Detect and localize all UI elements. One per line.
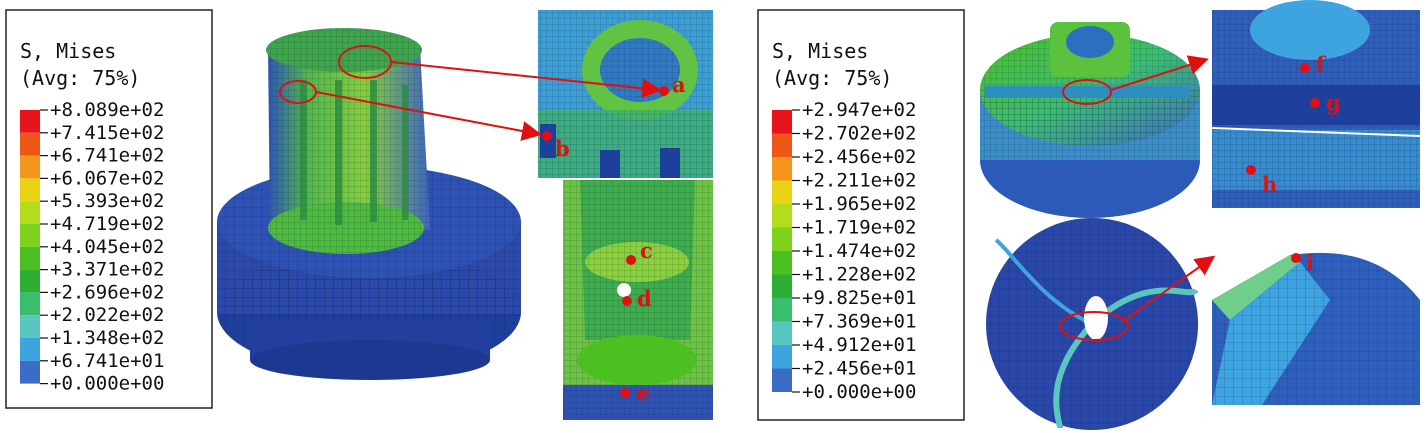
left-tick-label: +3.371e+02: [50, 259, 164, 281]
point-a-label: a: [672, 72, 686, 97]
right-legend: S, Mises (Avg: 75%) +2.947e+02+2.702e+02…: [757, 9, 965, 421]
right-zoom-bottom: [1212, 235, 1420, 405]
right-zoom-ellipse-bottom: [1059, 311, 1129, 341]
right-colorbar-segment: [772, 110, 792, 134]
right-zoom-top: [1211, 0, 1421, 208]
left-tick-label: +4.719e+02: [50, 213, 164, 235]
right-tick-label: +2.456e+02: [802, 146, 916, 168]
point-h-label: h: [1262, 172, 1277, 197]
arrow-to-point-a: [390, 61, 662, 99]
right-point-markers: f g h i: [1246, 52, 1341, 275]
left-tick-label: +5.393e+02: [50, 190, 164, 212]
right-bottom-model: [986, 218, 1199, 430]
point-b-dot: [542, 131, 552, 141]
left-main-model: [217, 28, 521, 380]
right-legend-title-line1: S, Mises: [772, 39, 868, 63]
right-colorbar-segment: [772, 321, 792, 345]
right-top-model: [980, 22, 1200, 218]
left-legend: S, Mises (Avg: 75%) +8.089e+02+7.415e+02…: [5, 9, 213, 409]
left-tick-label: +7.415e+02: [50, 122, 164, 144]
point-c-dot: [626, 255, 636, 265]
right-tick-label: +2.947e+02: [802, 99, 916, 121]
right-colorbar: [772, 110, 792, 392]
left-tick-label: +4.045e+02: [50, 236, 164, 258]
left-colorbar: [20, 110, 40, 384]
right-tick-label: +2.702e+02: [802, 123, 916, 145]
left-colorbar-segment: [20, 269, 40, 293]
right-tick-label: +2.211e+02: [802, 170, 916, 192]
right-tick-label: +1.965e+02: [802, 193, 916, 215]
left-colorbar-segment: [20, 155, 40, 179]
point-h-dot: [1246, 165, 1256, 175]
point-d-dot: [622, 296, 632, 306]
point-g-label: g: [1326, 90, 1341, 115]
right-tick-label: +1.719e+02: [802, 217, 916, 239]
right-legend-title-line2: (Avg: 75%): [772, 66, 892, 90]
right-tick-label: +1.228e+02: [802, 264, 916, 286]
right-tick-label: +1.474e+02: [802, 240, 916, 262]
point-i-label: i: [1306, 250, 1314, 275]
arrow-to-zoom-bottom: [1121, 255, 1216, 323]
left-colorbar-segment: [20, 338, 40, 361]
left-colorbar-segment: [20, 292, 40, 316]
left-colorbar-segment: [20, 360, 40, 384]
left-colorbar-segment: [20, 246, 40, 270]
right-zoom-ellipse-top: [1062, 79, 1112, 105]
point-c-label: c: [640, 238, 653, 263]
left-tick-label: +2.022e+02: [50, 304, 164, 326]
left-tick-label: +6.741e+01: [50, 350, 164, 372]
right-tick-label: +0.000e+00: [802, 381, 916, 403]
point-f-label: f: [1316, 52, 1327, 77]
left-point-markers: a b c d e: [542, 72, 686, 405]
left-colorbar-segment: [20, 201, 40, 224]
right-colorbar-segment: [772, 133, 792, 157]
left-colorbar-segment: [20, 110, 40, 133]
left-legend-title-line2: (Avg: 75%): [20, 66, 140, 90]
right-colorbar-segment: [772, 251, 792, 275]
left-legend-title-line1: S, Mises: [20, 39, 116, 63]
right-tick-label: +4.912e+01: [802, 334, 916, 356]
left-colorbar-segment: [20, 178, 40, 202]
arrow-to-point-b: [315, 91, 542, 141]
left-legend-frame: [5, 9, 213, 409]
right-colorbar-segment: [772, 227, 792, 251]
point-g-dot: [1310, 98, 1320, 108]
arrow-to-zoom-top: [1110, 55, 1209, 91]
left-zoom-bottom: [563, 180, 713, 420]
point-a-dot: [659, 86, 669, 96]
point-d-label: d: [637, 286, 652, 311]
right-colorbar-segment: [772, 298, 792, 322]
left-tick-labels: +8.089e+02+7.415e+02+6.741e+02+6.067e+02…: [40, 99, 164, 395]
left-tick-label: +6.741e+02: [50, 145, 164, 167]
right-colorbar-segment: [772, 180, 792, 204]
right-colorbar-segment: [772, 368, 792, 392]
left-tick-label: +8.089e+02: [50, 99, 164, 121]
right-legend-frame: [757, 9, 965, 421]
point-f-dot: [1300, 63, 1310, 73]
right-colorbar-segment: [772, 274, 792, 298]
point-i-dot: [1291, 253, 1301, 263]
left-colorbar-segment: [20, 315, 40, 338]
right-colorbar-segment: [772, 204, 792, 228]
right-tick-label: +7.369e+01: [802, 311, 916, 333]
point-e-label: e: [636, 380, 649, 405]
left-colorbar-segment: [20, 224, 40, 247]
left-tick-label: +0.000e+00: [50, 373, 164, 395]
left-tick-label: +1.348e+02: [50, 327, 164, 349]
left-tick-label: +6.067e+02: [50, 167, 164, 189]
right-colorbar-segment: [772, 157, 792, 181]
left-tick-label: +2.696e+02: [50, 281, 164, 303]
right-tick-label: +9.825e+01: [802, 287, 916, 309]
left-zoom-top: [538, 10, 713, 178]
right-tick-labels: +2.947e+02+2.702e+02+2.456e+02+2.211e+02…: [792, 99, 916, 403]
point-e-dot: [620, 388, 630, 398]
point-b-label: b: [555, 136, 570, 161]
left-colorbar-segment: [20, 132, 40, 156]
right-tick-label: +2.456e+01: [802, 358, 916, 380]
right-colorbar-segment: [772, 345, 792, 369]
